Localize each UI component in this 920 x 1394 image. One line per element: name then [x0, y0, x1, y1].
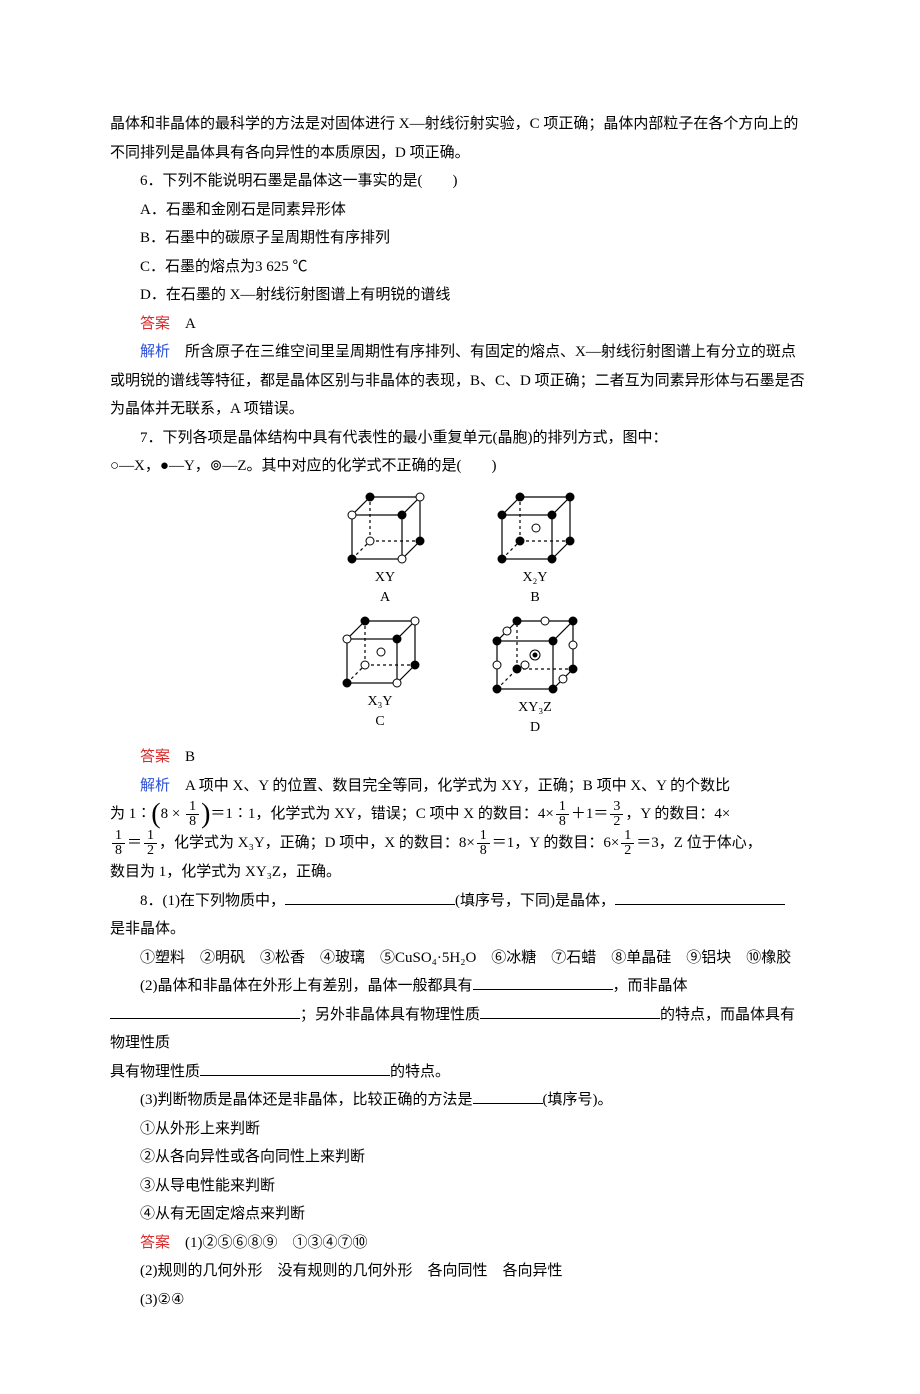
q6-answer-line: 答案 A [110, 310, 810, 339]
q8-opt3: ③从导电性能来判断 [110, 1172, 810, 1201]
q6-option-d: D．在石墨的 X—射线衍射图谱上有明锐的谱线 [110, 281, 810, 310]
rparen-icon: ) [201, 799, 210, 830]
q7-stem-a: 7．下列各项是晶体结构中具有代表性的最小重复单元(晶胞)的排列方式，图中： [110, 424, 810, 453]
blank [285, 887, 455, 905]
cube-b-svg [490, 487, 580, 567]
lead-paragraph: 晶体和非晶体的最科学的方法是对固体进行 X—射线衍射实验，C 项正确；晶体内部粒… [110, 110, 810, 167]
diagram-b-formula: X₂Y [522, 569, 547, 587]
explain-label: 解析 [140, 778, 170, 794]
frac-1-8-b: 18 [556, 800, 569, 829]
blank [473, 1087, 543, 1105]
q8-p3a: (3)判断物质是晶体还是非晶体，比较正确的方法是 [140, 1092, 473, 1108]
q6-option-b: B．石墨中的碳原子呈周期性有序排列 [110, 224, 810, 253]
diagram-b-tag: B [530, 589, 539, 607]
q7-explain-1: 解析 A 项中 X、Y 的位置、数目完全等同，化学式为 XY，正确；B 项中 X… [110, 772, 810, 801]
q7-exp-3b: ，化学式为 X₃Y，正确；D 项中，X 的数目：8× [159, 835, 475, 851]
q8-p1c: 是非晶体。 [110, 915, 810, 944]
frac-1-8-c: 18 [112, 829, 125, 858]
q8-p2e: 的特点。 [390, 1064, 450, 1080]
q7-explain-2: 为 1∶(8 × 18)＝1∶1，化学式为 XY，错误；C 项中 X 的数目：4… [110, 800, 810, 829]
q8-p2b: ，而非晶体 [613, 978, 688, 994]
q8-p2a: (2)晶体和非晶体在外形上有差别，晶体一般都具有 [140, 978, 473, 994]
diagram-row-1: XY A [110, 487, 810, 607]
q7-exp-part1: A 项中 X、Y 的位置、数目完全等同，化学式为 XY，正确；B 项中 X、Y … [185, 778, 730, 794]
q7-exp-2c: ＋1＝ [571, 806, 609, 822]
q8-p3b: (填序号)。 [543, 1092, 613, 1108]
diagram-d-formula: XY₃Z [518, 699, 552, 717]
q8-p1: 8．(1)在下列物质中， (填序号，下同)是晶体， [110, 887, 810, 916]
q8-opt4: ④从有无固定熔点来判断 [110, 1200, 810, 1229]
q6-option-c: C．石墨的熔点为3 625 ℃ [110, 253, 810, 282]
q7-diagrams: XY A [110, 487, 810, 738]
blank [473, 973, 613, 991]
cube-d-svg [485, 611, 585, 697]
frac-1-8-d: 18 [477, 829, 490, 858]
q6-explain-text: 所含原子在三维空间里呈周期性有序排列、有固定的熔点、X—射线衍射图谱上有分立的斑… [110, 344, 805, 417]
lparen-icon: ( [151, 799, 160, 830]
diagram-b: X₂Y B [490, 487, 580, 607]
answer-label: 答案 [140, 1235, 170, 1251]
diagram-a: XY A [340, 487, 430, 607]
q6-answer: A [185, 316, 196, 332]
answer-label: 答案 [140, 316, 170, 332]
q8-p3: (3)判断物质是晶体还是非晶体，比较正确的方法是 (填序号)。 [110, 1086, 810, 1115]
q7-answer-line: 答案 B [110, 743, 810, 772]
frac-3-2: 32 [610, 800, 623, 829]
q8-answer-line: 答案 (1)②⑤⑥⑧⑨ ①③④⑦⑩ [110, 1229, 810, 1258]
diagram-a-formula: XY [375, 569, 395, 587]
q6-explain: 解析 所含原子在三维空间里呈周期性有序排列、有固定的熔点、X—射线衍射图谱上有分… [110, 338, 810, 424]
blank [480, 1001, 660, 1019]
answer-label: 答案 [140, 749, 170, 765]
q8-p1b: (填序号，下同)是晶体， [455, 893, 615, 909]
diagram-c-tag: C [375, 713, 384, 731]
q6-stem: 6．下列不能说明石墨是晶体这一事实的是( ) [110, 167, 810, 196]
q8-ans3: (3)②④ [110, 1286, 810, 1315]
blank [615, 887, 785, 905]
q8-p2c: ；另外非晶体具有物理性质 [300, 1007, 480, 1023]
explain-label: 解析 [140, 344, 170, 360]
q7-exp-2a: 为 1∶ [110, 806, 151, 822]
q7-exp-3d: ＝3，Z 位于体心， [636, 835, 761, 851]
cube-a-svg [340, 487, 430, 567]
diagram-c: X₃Y C [335, 611, 425, 737]
q8-items: ①塑料 ②明矾 ③松香 ④玻璃 ⑤CuSO₄·5H₂O ⑥冰糖 ⑦石蜡 ⑧单晶硅… [110, 944, 810, 973]
cube-c-svg [335, 611, 425, 691]
q8-opt2: ②从各向异性或各向同性上来判断 [110, 1143, 810, 1172]
q6-option-a: A．石墨和金刚石是同素异形体 [110, 196, 810, 225]
q7-exp-3a: ＝ [127, 835, 142, 851]
frac-1-2-b: 12 [621, 829, 634, 858]
frac-1-8: 18 [186, 800, 199, 829]
eight-times: 8 × [161, 806, 181, 822]
blank [110, 1001, 300, 1019]
q7-explain-4: 数目为 1，化学式为 XY₃Z，正确。 [110, 858, 810, 887]
q7-stem-b: ○—X，●—Y，⊚—Z。其中对应的化学式不正确的是( ) [110, 452, 810, 481]
q8-p2-line3: 具有物理性质的特点。 [110, 1058, 810, 1087]
q8-ans2: (2)规则的几何外形 没有规则的几何外形 各向同性 各向异性 [110, 1257, 810, 1286]
q7-exp-3c: ＝1，Y 的数目：6× [492, 835, 620, 851]
diagram-row-2: X₃Y C [110, 611, 810, 737]
q7-exp-2d: ，Y 的数目：4× [625, 806, 730, 822]
diagram-d: XY₃Z D [485, 611, 585, 737]
q8-opt1: ①从外形上来判断 [110, 1115, 810, 1144]
blank [200, 1058, 390, 1076]
q7-answer: B [185, 749, 195, 765]
q7-exp-2b: ＝1∶1，化学式为 XY，错误；C 项中 X 的数目：4× [210, 806, 553, 822]
frac-1-2: 12 [144, 829, 157, 858]
diagram-d-tag: D [530, 719, 540, 737]
q8-p2-line2: ；另外非晶体具有物理性质的特点，而晶体具有物理性质 [110, 1001, 810, 1058]
q8-p1a: 8．(1)在下列物质中， [140, 893, 285, 909]
q8-ans1: (1)②⑤⑥⑧⑨ ①③④⑦⑩ [185, 1235, 368, 1251]
diagram-a-tag: A [380, 589, 390, 607]
diagram-c-formula: X₃Y [367, 693, 392, 711]
q7-explain-3: 18＝12，化学式为 X₃Y，正确；D 项中，X 的数目：8×18＝1，Y 的数… [110, 829, 810, 858]
q8-p2: (2)晶体和非晶体在外形上有差别，晶体一般都具有 ，而非晶体 [110, 972, 810, 1001]
